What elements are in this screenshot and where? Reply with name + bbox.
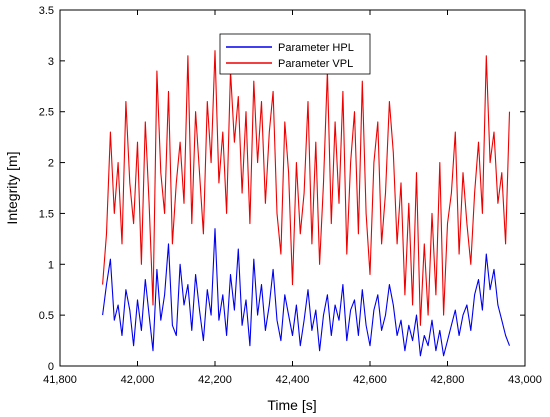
x-tick-label: 42,000	[121, 374, 155, 386]
y-tick-label: 3.5	[39, 5, 54, 17]
y-tick-label: 0	[48, 361, 54, 373]
x-tick-label: 43,000	[508, 374, 542, 386]
x-tick-label: 42,200	[198, 374, 232, 386]
x-tick-label: 42,800	[431, 374, 465, 386]
axes-layer: 41,800 42,000 42,200 42,400 42,600 42,800 43,0…	[39, 5, 542, 386]
legend-label-vpl: Parameter VPL	[278, 58, 353, 70]
y-tick-label: 2	[48, 158, 54, 170]
legend-label-hpl: Parameter HPL	[278, 42, 354, 54]
legend: Parameter HPL Parameter VPL	[219, 33, 371, 75]
x-tick-label: 42,400	[276, 374, 310, 386]
y-tick-label: 1.5	[39, 208, 54, 220]
series-line-vpl	[102, 50, 511, 326]
series-layer	[102, 50, 511, 357]
y-tick-label: 3	[48, 56, 54, 68]
y-tick-label: 1	[48, 259, 54, 271]
y-tick-label: 2.5	[39, 107, 54, 119]
x-axis-label: Time [s]	[267, 397, 316, 413]
x-tick-label: 42,600	[353, 374, 387, 386]
y-tick-label: 0.5	[39, 310, 54, 322]
x-tick-label: 41,800	[43, 374, 77, 386]
legend-box	[219, 33, 371, 75]
series-line-hpl	[102, 228, 511, 357]
y-axis-label: Integrity [m]	[4, 151, 20, 224]
